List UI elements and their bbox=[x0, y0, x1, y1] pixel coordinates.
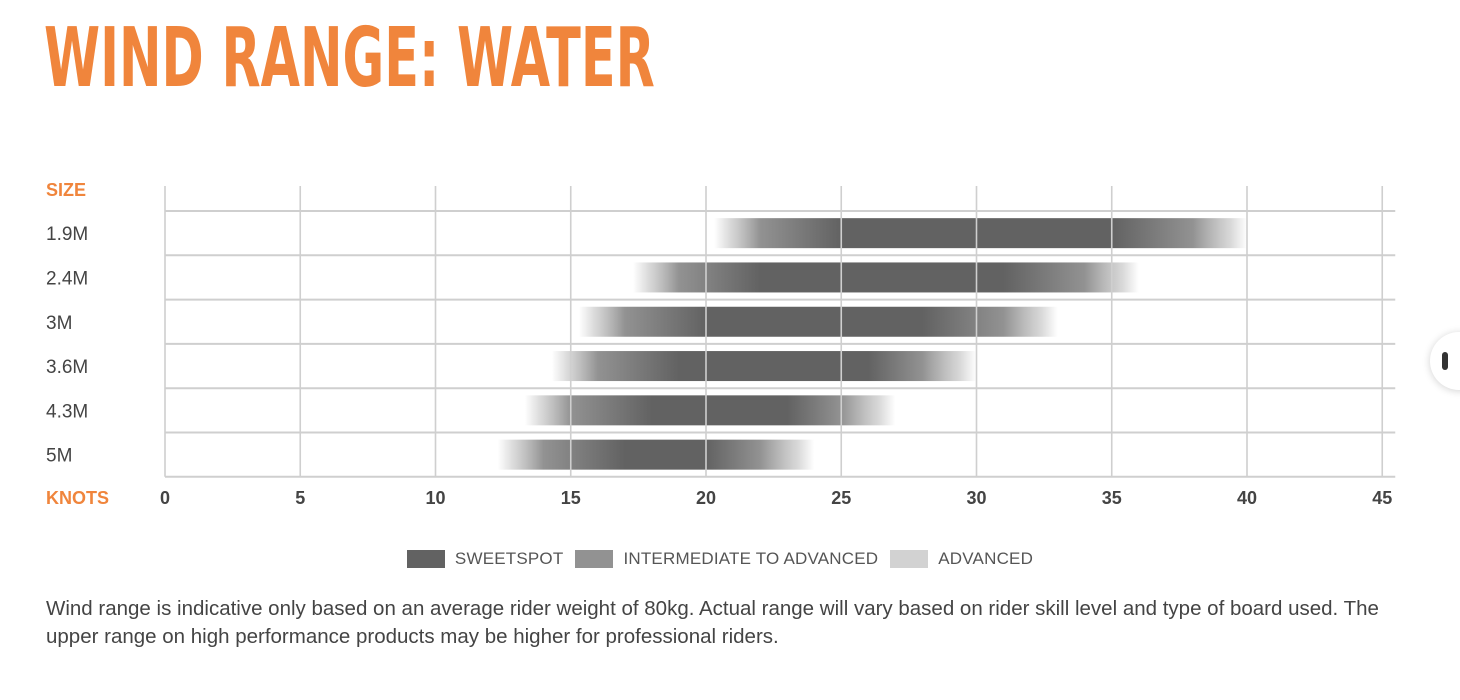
knots-header: KNOTS bbox=[46, 488, 109, 508]
wind-range-bar bbox=[578, 306, 1058, 337]
size-label: 5M bbox=[46, 446, 72, 467]
size-label: 1.9M bbox=[46, 224, 88, 245]
wind-range-bar bbox=[551, 351, 977, 382]
size-label: 3.6M bbox=[46, 357, 88, 378]
legend-label-advanced: ADVANCED bbox=[938, 549, 1034, 568]
size-label: 3M bbox=[46, 313, 72, 334]
x-tick-label: 45 bbox=[1372, 488, 1392, 508]
legend-swatch-sweetspot bbox=[406, 550, 445, 568]
legend-swatch-intermediate bbox=[575, 550, 614, 568]
x-tick-label: 15 bbox=[561, 488, 581, 508]
size-label: 4.3M bbox=[46, 401, 88, 422]
x-tick-label: 35 bbox=[1102, 488, 1122, 508]
size-label: 2.4M bbox=[46, 268, 88, 289]
x-tick-label: 0 bbox=[160, 488, 170, 508]
legend-item-sweetspot: SWEETSPOT bbox=[406, 549, 564, 569]
footnote: Wind range is indicative only based on a… bbox=[46, 597, 1379, 648]
wind-range-bar bbox=[497, 439, 815, 470]
x-tick-label: 10 bbox=[425, 488, 445, 508]
size-header: SIZE bbox=[46, 180, 86, 200]
legend-item-intermediate: INTERMEDIATE TO ADVANCED bbox=[575, 549, 878, 569]
x-tick-label: 5 bbox=[295, 488, 305, 508]
legend-item-advanced: ADVANCED bbox=[890, 549, 1033, 569]
wind-range-chart: SIZE KNOTS 1.9M 2.4M 3M 3.6M 4.3M 5M 0 5 10 15 20 25 3… bbox=[46, 180, 1396, 508]
handle-icon bbox=[1442, 352, 1448, 370]
legend-label-sweetspot: SWEETSPOT bbox=[454, 549, 564, 568]
x-tick-label: 25 bbox=[831, 488, 851, 508]
x-tick-label: 40 bbox=[1237, 488, 1257, 508]
legend-label-intermediate: INTERMEDIATE TO ADVANCED bbox=[623, 549, 879, 568]
wind-range-bar bbox=[632, 262, 1139, 293]
wind-range-bar bbox=[714, 218, 1247, 249]
legend: SWEETSPOT INTERMEDIATE TO ADVANCED ADVAN… bbox=[0, 549, 1440, 569]
chart-title: WIND RANGE: WATER bbox=[44, 11, 655, 106]
legend-swatch-advanced bbox=[890, 550, 929, 568]
x-tick-label: 20 bbox=[696, 488, 716, 508]
wind-range-bar bbox=[524, 395, 896, 426]
x-tick-label: 30 bbox=[966, 488, 986, 508]
